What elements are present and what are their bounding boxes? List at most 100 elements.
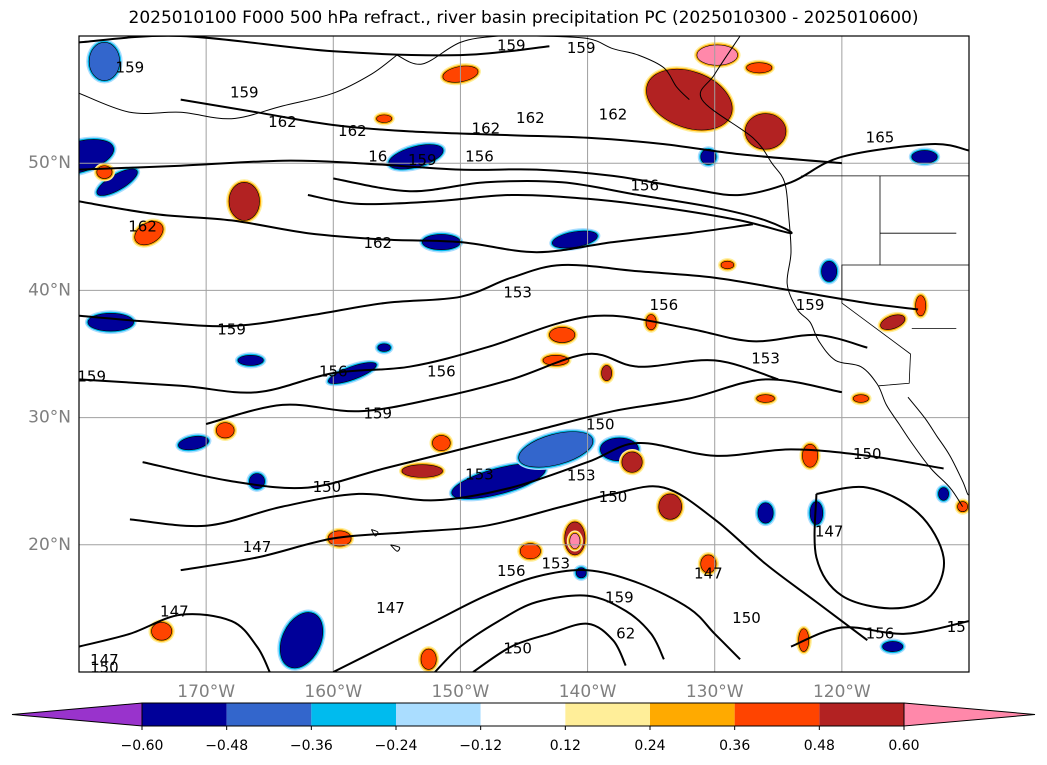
contour-label: 159	[497, 37, 526, 55]
contour-label: 159	[796, 296, 825, 314]
precip-area	[912, 292, 929, 319]
precip-area	[818, 258, 840, 285]
lat-tick-label: 50°N	[28, 153, 71, 173]
contour-line-159	[79, 143, 969, 197]
precip-area	[546, 324, 578, 346]
colorbar-tick-label: 0.48	[804, 738, 835, 754]
colorbar-swatch	[480, 703, 566, 726]
precip-core	[915, 295, 927, 317]
colorbar-swatch	[396, 703, 481, 726]
colorbar-tick-label: −0.60	[121, 738, 164, 754]
lon-tick-label: 160°W	[304, 682, 362, 702]
colorbar-swatch	[226, 703, 312, 726]
precip-core	[621, 451, 643, 473]
precip-area	[573, 564, 590, 581]
contour-line-159	[205, 352, 779, 425]
colorbar-swatch	[565, 703, 650, 726]
precip-area	[697, 551, 719, 576]
refractivity-contours	[79, 36, 969, 672]
colorbar-tick-label: −0.24	[375, 738, 418, 754]
contour-label: 153	[541, 554, 570, 572]
precip-area	[517, 540, 544, 562]
contour-label: 156	[497, 562, 526, 580]
precip-area	[718, 258, 737, 272]
precip-area	[277, 609, 326, 671]
contour-label: 147	[243, 538, 272, 556]
contour-label: 147	[815, 523, 844, 541]
contour-label: 150	[599, 488, 628, 506]
precip-core	[700, 554, 717, 574]
contour-label: 153	[567, 467, 596, 485]
contour-label: 147	[694, 565, 723, 583]
precip-area	[226, 179, 263, 224]
colorbar-tick-label: 0.60	[888, 738, 919, 754]
colorbar-swatch	[734, 703, 820, 726]
colorbar-extend-low	[11, 702, 143, 727]
precip-area	[693, 41, 741, 69]
precip-core	[328, 362, 377, 384]
precip-area	[754, 499, 777, 527]
precip-area	[954, 498, 969, 515]
precip-core	[757, 502, 774, 524]
precip-area	[566, 530, 583, 552]
precip-area	[398, 461, 446, 481]
colorbar-tick-label: −0.48	[205, 738, 248, 754]
precip-area	[655, 490, 685, 523]
contour-label: 159	[363, 404, 392, 422]
map-background	[79, 36, 969, 672]
contour-line-147	[180, 485, 868, 641]
precip-area	[94, 166, 141, 199]
contour-label: 156	[866, 624, 895, 642]
contour-label: 153	[465, 465, 494, 483]
precip-area	[877, 311, 908, 333]
precip-core	[549, 326, 576, 343]
precip-core	[744, 113, 787, 150]
precip-core	[938, 487, 949, 501]
precip-area	[935, 484, 952, 504]
colorbar-tick-label: 0.24	[634, 738, 665, 754]
lon-tick-label: 150°W	[432, 682, 490, 702]
colorbar-tick-label: −0.36	[290, 738, 333, 754]
precip-core	[401, 464, 443, 478]
precip-area	[540, 352, 572, 369]
contour-label: 150	[732, 609, 761, 627]
lat-tick-label: 20°N	[28, 535, 71, 555]
colorbar-frame	[141, 702, 905, 727]
contour-label: 159	[408, 151, 437, 169]
colorbar-swatch	[311, 703, 396, 726]
precip-area	[753, 391, 778, 406]
contour-label: 162	[268, 113, 297, 131]
contour-label: 159	[567, 39, 596, 57]
precip-core	[569, 533, 581, 549]
precip-core	[802, 444, 818, 468]
contour-label: 159	[116, 58, 145, 76]
coastline	[699, 36, 964, 507]
contour-label: 150	[90, 659, 119, 677]
precip-area	[148, 619, 175, 644]
precip-core	[228, 181, 260, 221]
precip-core	[746, 62, 773, 74]
precip-area	[374, 340, 394, 355]
precip-core	[377, 343, 391, 352]
contour-label: 150	[313, 478, 342, 496]
lon-tick-label: 170°W	[177, 682, 235, 702]
colorbar-extend-high	[903, 702, 1036, 727]
precip-core	[420, 648, 437, 670]
colorbar-swatch	[819, 703, 904, 726]
precip-area	[86, 39, 123, 84]
precip-core	[957, 501, 969, 513]
precip-core	[134, 221, 164, 246]
precip-core	[237, 354, 264, 366]
precip-area	[325, 359, 380, 387]
precip-area	[879, 638, 906, 655]
precip-area	[807, 498, 826, 528]
map-title: 2025010100 F000 500 hPa refract., river …	[128, 8, 919, 28]
axis-labels: 50°N 40°N 30°N 20°N 170°W 160°W 150°W 140°W 130°…	[28, 153, 871, 702]
contour-label: 156	[319, 362, 348, 380]
precip-area	[598, 362, 615, 384]
coastlines	[79, 36, 969, 552]
contour-line-150	[813, 485, 945, 610]
precip-area	[246, 470, 268, 492]
precip-area	[84, 310, 137, 335]
